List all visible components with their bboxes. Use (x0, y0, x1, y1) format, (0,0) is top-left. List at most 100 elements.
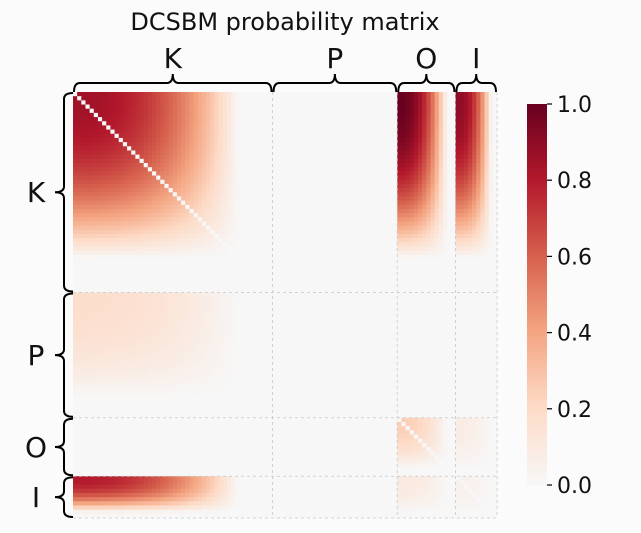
heatmap-cell (272, 217, 278, 222)
heatmap-cell (239, 121, 244, 126)
heatmap-cell (226, 154, 232, 160)
heatmap-cell (339, 108, 344, 114)
heatmap-cell (413, 112, 419, 118)
heatmap-cell (264, 100, 269, 105)
heatmap-cell (343, 292, 348, 298)
heatmap-cell (314, 263, 319, 268)
heatmap-cell (309, 196, 315, 201)
heatmap-cell (480, 146, 485, 151)
heatmap-cell (239, 154, 244, 160)
heatmap-cell (318, 292, 323, 298)
heatmap-cell (334, 271, 340, 277)
heatmap-cell (285, 179, 290, 185)
heatmap-cell (181, 163, 186, 168)
heatmap-cell (230, 175, 236, 181)
heatmap-cell (189, 200, 194, 206)
heatmap-cell (472, 234, 477, 239)
heatmap-cell (189, 225, 194, 231)
heatmap-cell (343, 154, 348, 160)
heatmap-cell (131, 200, 136, 206)
heatmap-cell (143, 117, 149, 122)
heatmap-cell (106, 275, 111, 281)
heatmap-cell (297, 133, 303, 139)
heatmap-cell (314, 208, 319, 214)
heatmap-cell (193, 267, 199, 272)
heatmap-cell (122, 263, 128, 268)
heatmap-cell (143, 142, 149, 147)
heatmap-cell (147, 200, 153, 206)
heatmap-cell (476, 263, 481, 268)
heatmap-cell (476, 221, 481, 227)
heatmap-cell (102, 125, 107, 130)
heatmap-cell (147, 242, 153, 247)
heatmap-cell (201, 267, 207, 272)
heatmap-cell (97, 217, 103, 222)
heatmap-cell (492, 192, 498, 197)
heatmap-cell (218, 163, 224, 168)
heatmap-cell (127, 154, 132, 160)
heatmap-cell (359, 129, 365, 135)
heatmap-cell (297, 104, 303, 110)
heatmap-cell (147, 196, 153, 201)
heatmap-cell (77, 96, 82, 101)
heatmap-cell (293, 100, 298, 105)
heatmap-cell (214, 208, 219, 214)
heatmap-cell (339, 250, 344, 256)
heatmap-cell (260, 250, 265, 256)
heatmap-cell (434, 271, 440, 277)
heatmap-cell (442, 250, 448, 256)
heatmap-cell (463, 146, 469, 151)
heatmap-cell (368, 238, 373, 243)
heatmap-cell (363, 288, 369, 293)
heatmap-cell (293, 146, 298, 151)
heatmap-cell (334, 121, 340, 126)
heatmap-cell (193, 200, 199, 206)
heatmap-cell (206, 104, 211, 110)
heatmap-cell (455, 183, 460, 189)
heatmap-cell (476, 192, 481, 197)
heatmap-cell (151, 96, 157, 101)
heatmap-cell (214, 254, 219, 260)
heatmap-cell (422, 158, 427, 164)
heatmap-cell (438, 196, 444, 201)
heatmap-cell (110, 121, 115, 126)
heatmap-cell (484, 154, 490, 160)
heatmap-cell (197, 246, 203, 252)
heatmap-cell (442, 188, 448, 193)
heatmap-cell (293, 288, 298, 293)
heatmap-cell (280, 158, 286, 164)
heatmap-cell (334, 221, 340, 227)
heatmap-cell (93, 204, 99, 210)
heatmap-cell (280, 183, 286, 189)
heatmap-cell (330, 137, 336, 143)
heatmap-cell (484, 92, 490, 97)
heatmap-cell (289, 137, 294, 143)
heatmap-cell (243, 254, 248, 260)
heatmap-cell (318, 213, 323, 218)
heatmap-cell (156, 129, 161, 135)
heatmap-cell (380, 279, 386, 285)
heatmap-cell (430, 188, 436, 193)
heatmap-cell (459, 125, 465, 130)
heatmap-cell (413, 142, 419, 147)
heatmap-cell (397, 150, 402, 156)
heatmap-cell (210, 154, 215, 160)
heatmap-cell (193, 188, 199, 193)
heatmap-cell (401, 183, 406, 189)
heatmap-cell (405, 246, 411, 252)
heatmap-cell (181, 175, 186, 181)
heatmap-cell (106, 146, 111, 151)
heatmap-cell (77, 150, 82, 156)
heatmap-cell (243, 167, 248, 172)
heatmap-cell (135, 163, 140, 168)
heatmap-cell (397, 242, 402, 247)
heatmap-cell (135, 292, 140, 298)
heatmap-cell (135, 279, 140, 285)
heatmap-cell (247, 196, 253, 201)
heatmap-cell (243, 112, 248, 118)
heatmap-cell (264, 125, 269, 130)
heatmap-cell (430, 271, 436, 277)
heatmap-cell (93, 154, 99, 160)
heatmap-cell (110, 208, 115, 214)
heatmap-cell (93, 213, 99, 218)
